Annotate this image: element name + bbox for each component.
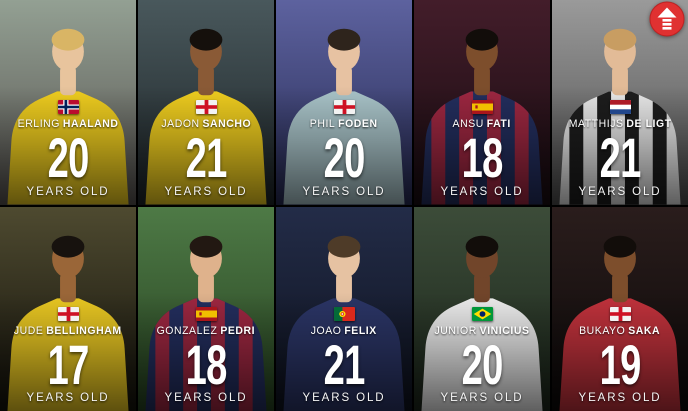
years-old-label: YEARS OLD xyxy=(26,185,110,198)
player-info: PHIL FODEN 20 YEARS OLD xyxy=(276,100,412,204)
player-name: JUNIOR VINICIUS xyxy=(434,325,529,337)
player-info: JUDE BELLINGHAM 17 YEARS OLD xyxy=(0,306,136,411)
brazil-flag-icon xyxy=(471,306,493,321)
years-old-label: YEARS OLD xyxy=(164,185,248,198)
player-name: ERLING HAALAND xyxy=(18,118,119,130)
player-last-name: BELLINGHAM xyxy=(46,324,122,337)
player-card: JUDE BELLINGHAM 17 YEARS OLD xyxy=(0,206,136,411)
player-name: JADON SANCHO xyxy=(161,118,251,130)
player-info: JUNIOR VINICIUS 20 YEARS OLD xyxy=(414,306,550,411)
player-card: GONZALEZ PEDRI 18 YEARS OLD xyxy=(138,206,274,411)
player-name: ANSU FATI xyxy=(453,118,511,130)
player-card: JADON SANCHO 21 YEARS OLD xyxy=(138,0,274,205)
player-card: JUNIOR VINICIUS 20 YEARS OLD xyxy=(414,206,550,411)
player-last-name: FODEN xyxy=(338,118,378,131)
spain-flag-icon xyxy=(195,306,217,321)
player-name: BUKAYO SAKA xyxy=(580,325,661,337)
player-age: 21 xyxy=(185,126,227,190)
player-last-name: HAALAND xyxy=(62,118,119,131)
england-flag-icon xyxy=(609,306,631,321)
player-name: JUDE BELLINGHAM xyxy=(14,325,122,337)
player-age: 18 xyxy=(461,126,503,190)
years-old-label: YEARS OLD xyxy=(26,392,110,404)
player-age: 21 xyxy=(323,332,365,396)
player-first-name: GONZALEZ xyxy=(156,324,218,337)
player-first-name: JUNIOR xyxy=(434,324,477,337)
years-old-label: YEARS OLD xyxy=(440,392,524,404)
player-first-name: ERLING xyxy=(17,118,60,131)
player-age: 17 xyxy=(47,332,89,396)
player-first-name: ANSU xyxy=(452,118,485,131)
years-old-label: YEARS OLD xyxy=(302,185,386,198)
player-first-name: BUKAYO xyxy=(579,324,626,337)
rising-trend-badge xyxy=(649,1,685,37)
player-last-name: SAKA xyxy=(628,324,661,337)
player-age: 19 xyxy=(599,332,641,396)
player-info: JOAO FELIX 21 YEARS OLD xyxy=(276,306,412,411)
player-age: 18 xyxy=(185,332,227,396)
player-card: BUKAYO SAKA 19 YEARS OLD xyxy=(552,206,688,411)
player-name: JOAO FELIX xyxy=(311,325,377,337)
player-first-name: JOAO xyxy=(310,324,342,337)
player-age: 20 xyxy=(461,332,503,396)
england-flag-icon xyxy=(333,100,355,115)
player-name: MATTHIJS DE LIGT xyxy=(569,118,672,130)
player-first-name: JUDE xyxy=(14,324,44,337)
player-last-name: FATI xyxy=(487,118,512,131)
player-last-name: SANCHO xyxy=(202,118,251,131)
player-card: PHIL FODEN 20 YEARS OLD xyxy=(276,0,412,205)
england-flag-icon xyxy=(57,306,79,321)
player-info: MATTHIJS DE LIGT 21 YEARS OLD xyxy=(552,100,688,204)
player-last-name: PEDRI xyxy=(220,324,256,337)
player-age: 21 xyxy=(599,126,641,190)
player-card: ANSU FATI 18 YEARS OLD xyxy=(414,0,550,205)
netherlands-flag-icon xyxy=(609,100,631,115)
player-name: GONZALEZ PEDRI xyxy=(157,325,256,337)
player-last-name: DE LIGT xyxy=(626,118,672,131)
years-old-label: YEARS OLD xyxy=(578,185,662,198)
player-name: PHIL FODEN xyxy=(310,118,378,130)
player-first-name: MATTHIJS xyxy=(568,118,624,131)
player-info: GONZALEZ PEDRI 18 YEARS OLD xyxy=(138,306,274,411)
years-old-label: YEARS OLD xyxy=(164,392,248,404)
spain-flag-icon xyxy=(471,100,493,115)
player-last-name: VINICIUS xyxy=(479,324,530,337)
player-first-name: PHIL xyxy=(310,118,336,131)
up-arrow-icon xyxy=(649,1,685,37)
player-age: 20 xyxy=(323,126,365,190)
player-last-name: FELIX xyxy=(344,324,378,337)
player-info: BUKAYO SAKA 19 YEARS OLD xyxy=(552,306,688,411)
player-info: ANSU FATI 18 YEARS OLD xyxy=(414,100,550,204)
player-card: JOAO FELIX 21 YEARS OLD xyxy=(276,206,412,411)
player-info: ERLING HAALAND 20 YEARS OLD xyxy=(0,100,136,204)
portugal-flag-icon xyxy=(333,306,355,321)
years-old-label: YEARS OLD xyxy=(440,185,524,198)
years-old-label: YEARS OLD xyxy=(578,392,662,404)
player-info: JADON SANCHO 21 YEARS OLD xyxy=(138,100,274,204)
years-old-label: YEARS OLD xyxy=(302,392,386,404)
player-first-name: JADON xyxy=(161,118,200,131)
player-card: ERLING HAALAND 20 YEARS OLD xyxy=(0,0,136,205)
player-age: 20 xyxy=(47,126,89,190)
england-flag-icon xyxy=(195,100,217,115)
norway-flag-icon xyxy=(57,100,79,115)
